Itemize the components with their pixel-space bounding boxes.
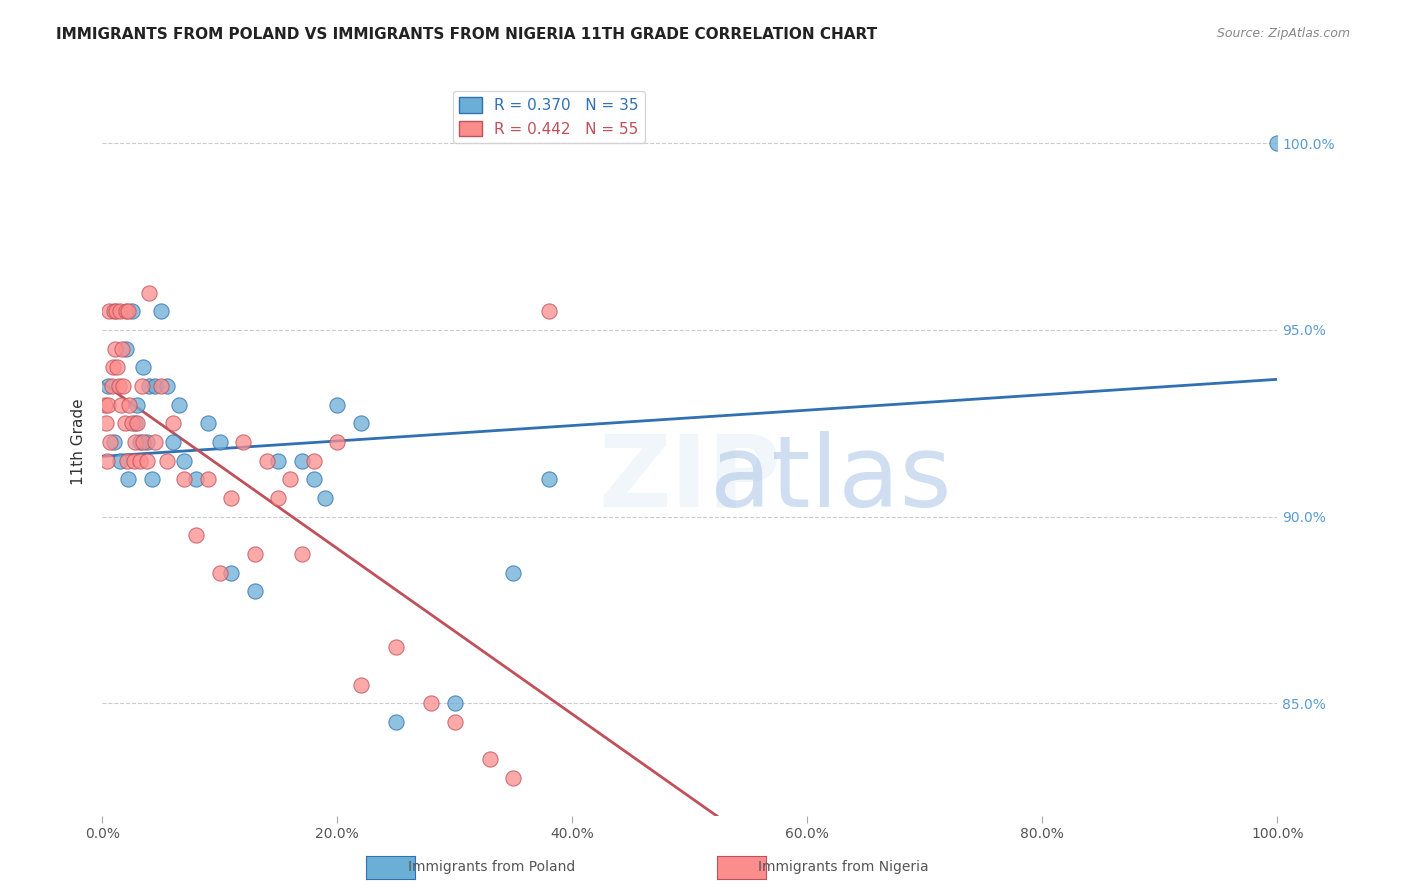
Point (443, 715, 465, 730)
Point (112, 379, 135, 393)
Point (97, 379, 120, 393)
Point (107, 360, 129, 375)
Point (443, 697, 465, 711)
Point (197, 417, 219, 431)
Point (291, 453, 314, 467)
Point (117, 304, 139, 318)
Point (127, 417, 149, 431)
Point (108, 304, 131, 318)
Point (314, 491, 336, 505)
Point (208, 435, 231, 450)
Point (96, 453, 118, 467)
Point (104, 342, 127, 356)
Point (162, 435, 184, 450)
Point (537, 304, 560, 318)
Point (162, 417, 184, 431)
Point (326, 435, 349, 450)
Point (267, 453, 290, 467)
Point (128, 435, 150, 450)
Point (105, 304, 128, 318)
Point (267, 491, 290, 505)
Point (128, 453, 150, 467)
Point (350, 417, 373, 431)
Point (103, 435, 125, 450)
Point (385, 715, 408, 730)
Point (350, 678, 373, 692)
Legend: R = 0.370   N = 35, R = 0.442   N = 55: R = 0.370 N = 35, R = 0.442 N = 55 (453, 91, 645, 143)
Point (502, 566, 524, 580)
Point (326, 398, 349, 412)
Point (132, 435, 155, 450)
Point (100, 435, 122, 450)
Point (243, 584, 266, 599)
Point (97, 398, 120, 412)
Point (124, 417, 146, 431)
Point (108, 453, 131, 467)
Point (143, 435, 166, 450)
Point (107, 379, 129, 393)
Point (122, 453, 145, 467)
Point (502, 771, 524, 785)
Point (94, 417, 117, 431)
Point (173, 453, 195, 467)
Point (127, 398, 149, 412)
Point (124, 435, 146, 450)
Point (221, 566, 243, 580)
Point (100, 379, 122, 393)
Point (143, 379, 166, 393)
Point (167, 398, 190, 412)
Point (149, 304, 172, 318)
Point (141, 472, 163, 486)
Text: Source: ZipAtlas.com: Source: ZipAtlas.com (1216, 27, 1350, 40)
Text: IMMIGRANTS FROM POLAND VS IMMIGRANTS FROM NIGERIA 11TH GRADE CORRELATION CHART: IMMIGRANTS FROM POLAND VS IMMIGRANTS FRO… (56, 27, 877, 42)
Point (278, 472, 301, 486)
Point (302, 472, 325, 486)
Point (221, 491, 243, 505)
Point (385, 640, 408, 655)
Point (173, 472, 195, 486)
Point (291, 547, 314, 561)
Point (114, 417, 136, 431)
Point (197, 472, 219, 486)
Point (302, 453, 325, 467)
Y-axis label: 11th Grade: 11th Grade (72, 399, 86, 485)
Point (156, 453, 179, 467)
Point (138, 285, 160, 300)
Point (114, 304, 136, 318)
Point (420, 697, 443, 711)
Point (114, 342, 136, 356)
Point (149, 379, 172, 393)
Point (243, 547, 266, 561)
Text: atlas: atlas (710, 431, 952, 528)
Point (121, 304, 143, 318)
Point (156, 379, 179, 393)
Point (103, 304, 125, 318)
Text: Immigrants from Nigeria: Immigrants from Nigeria (758, 860, 929, 874)
Point (115, 453, 138, 467)
Point (117, 472, 139, 486)
Point (478, 752, 501, 766)
Point (537, 472, 560, 486)
Point (93, 398, 115, 412)
Point (186, 472, 208, 486)
Point (232, 435, 254, 450)
Point (101, 360, 124, 375)
Point (135, 453, 157, 467)
Point (121, 417, 143, 431)
Point (1265, 136, 1288, 151)
Point (186, 528, 208, 542)
Text: ZIP: ZIP (599, 431, 782, 528)
Point (135, 435, 157, 450)
Point (111, 342, 134, 356)
Point (208, 566, 231, 580)
Point (110, 398, 132, 412)
Point (98, 304, 121, 318)
Point (131, 379, 153, 393)
Point (132, 360, 155, 375)
Point (256, 453, 278, 467)
Text: Immigrants from Poland: Immigrants from Poland (409, 860, 575, 874)
Point (138, 379, 160, 393)
Point (118, 398, 141, 412)
